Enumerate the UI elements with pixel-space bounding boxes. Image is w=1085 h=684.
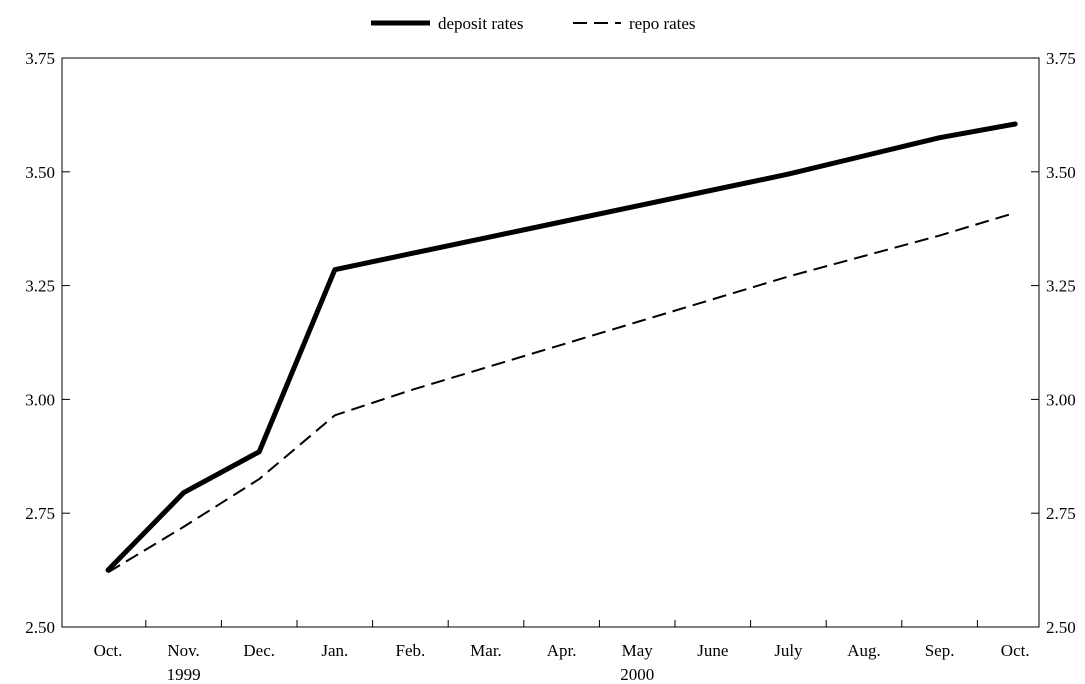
series-line-deposit-rates xyxy=(105,121,1018,573)
x-tick-label: June xyxy=(697,641,728,660)
y-tick-label-left: 3.75 xyxy=(25,49,55,68)
x-tick-label: Oct. xyxy=(1001,641,1030,660)
x-tick-label: Oct. xyxy=(94,641,123,660)
x-tick-label: Sep. xyxy=(925,641,955,660)
y-tick-label-left: 3.00 xyxy=(25,390,55,409)
x-year-label: 1999 xyxy=(167,665,201,684)
y-axis-right: 2.50 2.75 3.00 3.25 3.50 3.75 xyxy=(1031,49,1076,637)
x-tick-label: May xyxy=(622,641,654,660)
x-tick-label: Aug. xyxy=(847,641,881,660)
x-tick-label: July xyxy=(774,641,803,660)
y-tick-label-right: 3.00 xyxy=(1046,390,1076,409)
x-tick-label: Apr. xyxy=(547,641,577,660)
legend-item-repo-rates: repo rates xyxy=(573,14,696,33)
series-line-repo-rates xyxy=(107,211,1016,574)
x-tick-label: Dec. xyxy=(243,641,275,660)
x-axis: Oct. Nov. Dec. Jan. Feb. Mar. Apr. May June July A… xyxy=(94,620,1030,684)
y-tick-label-left: 3.25 xyxy=(25,277,55,296)
y-tick-label-left: 3.50 xyxy=(25,163,55,182)
legend: deposit rates repo rates xyxy=(371,14,696,33)
legend-label-repo-rates: repo rates xyxy=(629,14,696,33)
x-tick-label: Jan. xyxy=(321,641,348,660)
y-tick-label-right: 3.25 xyxy=(1046,277,1076,296)
legend-item-deposit-rates: deposit rates xyxy=(371,14,523,33)
y-tick-label-right: 2.50 xyxy=(1046,618,1076,637)
y-axis-left: 2.50 2.75 3.00 3.25 3.50 3.75 xyxy=(25,49,70,637)
x-tick-label: Nov. xyxy=(167,641,199,660)
series-layer xyxy=(105,121,1018,574)
y-tick-label-right: 2.75 xyxy=(1046,504,1076,523)
y-tick-label-right: 3.50 xyxy=(1046,163,1076,182)
y-tick-label-left: 2.50 xyxy=(25,618,55,637)
y-tick-label-left: 2.75 xyxy=(25,504,55,523)
plot-frame xyxy=(61,57,1040,628)
x-tick-label: Feb. xyxy=(396,641,426,660)
x-year-label: 2000 xyxy=(620,665,654,684)
y-tick-label-right: 3.75 xyxy=(1046,49,1076,68)
legend-label-deposit-rates: deposit rates xyxy=(438,14,523,33)
x-tick-label: Mar. xyxy=(470,641,502,660)
